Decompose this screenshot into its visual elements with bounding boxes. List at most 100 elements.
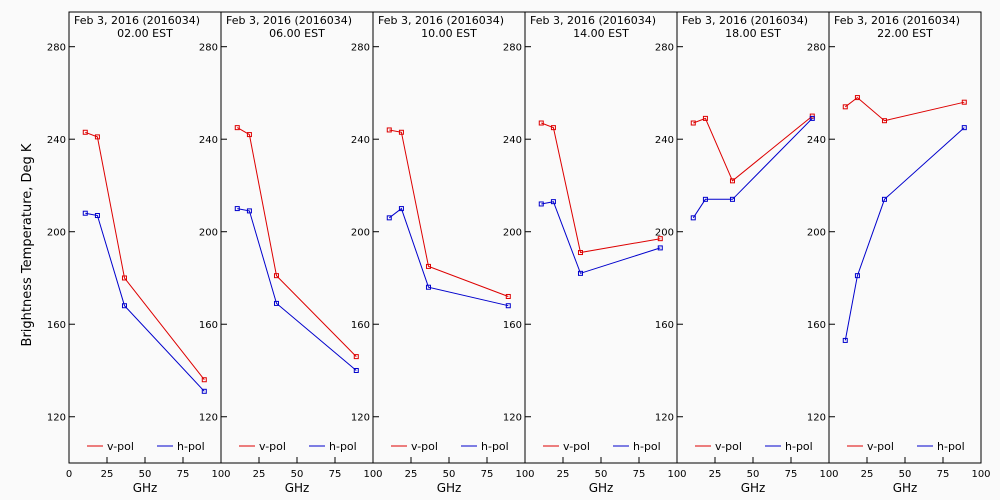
y-tick-label: 280 [503,43,522,54]
x-tick-label: 75 [177,469,190,480]
x-tick-label: 0 [66,469,72,480]
y-tick-label: 240 [199,135,218,146]
data-point-h-pol [809,115,815,121]
data-point-v-pol [246,132,252,138]
x-axis-label: GHz [893,481,918,495]
x-tick-label: 25 [709,469,722,480]
data-point-v-pol [881,118,887,124]
data-point-v-pol [729,178,735,184]
y-tick-label: 240 [47,135,66,146]
data-point-h-pol [353,367,359,373]
data-point-h-pol [961,125,967,131]
data-point-h-pol [82,210,88,216]
data-point-v-pol [961,99,967,105]
y-axis-label: Brightness Temperature, Deg K [20,143,35,346]
series-line-v-pol [237,127,357,357]
x-tick-label: 75 [937,469,950,480]
x-tick-label: 25 [861,469,874,480]
panel-title-date: Feb 3, 2016 (2016034) [834,14,960,27]
legend-label-h-pol: h-pol [633,440,661,453]
data-point-h-pol [273,300,279,306]
x-tick-label: 100 [515,469,534,480]
x-tick-label: 50 [291,469,304,480]
panels: Feb 3, 2016 (2016034)02.00 EST1201602002… [47,11,991,495]
y-tick-label: 200 [199,228,218,239]
series-line-h-pol [541,201,661,274]
data-point-v-pol [854,95,860,101]
data-point-h-pol [657,245,663,251]
series-line-v-pol [693,115,813,182]
data-point-h-pol [729,196,735,202]
y-tick-label: 120 [503,413,522,424]
y-tick-label: 240 [655,135,674,146]
panel-4: Feb 3, 2016 (2016034)14.00 EST 120 160 200 2… [503,11,687,495]
series-line-h-pol [692,118,813,219]
y-tick-label: 120 [47,413,66,424]
data-point-h-pol [234,206,240,212]
data-point-h-pol [425,284,431,290]
x-tick-label: 75 [329,469,342,480]
legend-label-h-pol: h-pol [329,440,357,453]
x-axis-label: GHz [589,481,614,495]
series-line-v-pol [85,131,205,381]
y-tick-label: 200 [351,228,370,239]
panel-title-date: Feb 3, 2016 (2016034) [74,14,200,27]
legend-label-h-pol: h-pol [177,440,205,453]
data-point-v-pol [121,275,127,281]
x-tick-label: 100 [667,469,686,480]
data-point-v-pol [201,377,207,383]
x-axis-label: GHz [285,481,310,495]
data-point-h-pol [842,337,848,343]
series-line-v-pol [389,129,509,297]
y-tick-label: 160 [199,320,218,331]
legend-label-v-pol: v-pol [411,440,438,453]
data-point-h-pol [854,273,860,279]
data-point-v-pol [273,273,279,279]
legend-label-v-pol: v-pol [259,440,286,453]
y-tick-label: 120 [807,413,826,424]
y-tick-label: 280 [47,43,66,54]
data-point-v-pol [386,127,392,133]
data-point-h-pol [201,388,207,394]
panel-title-time: 18.00 EST [725,27,781,40]
data-point-h-pol [538,201,544,207]
panel-title-date: Feb 3, 2016 (2016034) [378,14,504,27]
x-tick-label: 50 [747,469,760,480]
data-point-h-pol [386,215,392,221]
x-tick-label: 50 [899,469,912,480]
y-tick-label: 200 [47,228,66,239]
data-point-v-pol [702,115,708,121]
data-point-h-pol [94,213,100,219]
data-point-h-pol [505,303,511,309]
x-tick-label: 50 [139,469,152,480]
y-tick-label: 160 [655,320,674,331]
data-point-v-pol [82,129,88,135]
x-tick-label: 75 [633,469,646,480]
legend-label-h-pol: h-pol [937,440,965,453]
data-point-h-pol [121,303,127,309]
y-tick-label: 200 [503,228,522,239]
x-axis-label: GHz [741,481,766,495]
data-point-v-pol [550,125,556,131]
series-line-h-pol [844,127,965,341]
data-point-v-pol [577,250,583,256]
x-tick-label: 25 [253,469,266,480]
data-point-v-pol [538,120,544,126]
panel-1: Feb 3, 2016 (2016034)02.00 EST 120 160 200 2… [47,11,231,495]
y-tick-label: 200 [807,228,826,239]
data-point-v-pol [425,263,431,269]
data-point-v-pol [690,120,696,126]
legend-label-v-pol: v-pol [715,440,742,453]
panel-title-date: Feb 3, 2016 (2016034) [682,14,808,27]
data-point-v-pol [398,129,404,135]
x-axis-label: GHz [437,481,462,495]
x-tick-label: 100 [819,469,838,480]
series-line-h-pol [237,208,357,371]
panel-5: Feb 3, 2016 (2016034)18.00 EST 120 160 200 2… [655,11,839,495]
data-point-h-pol [398,206,404,212]
x-tick-label: 50 [595,469,608,480]
series-line-h-pol [85,212,205,392]
panel-title-time: 06.00 EST [269,27,325,40]
x-tick-label: 25 [557,469,570,480]
